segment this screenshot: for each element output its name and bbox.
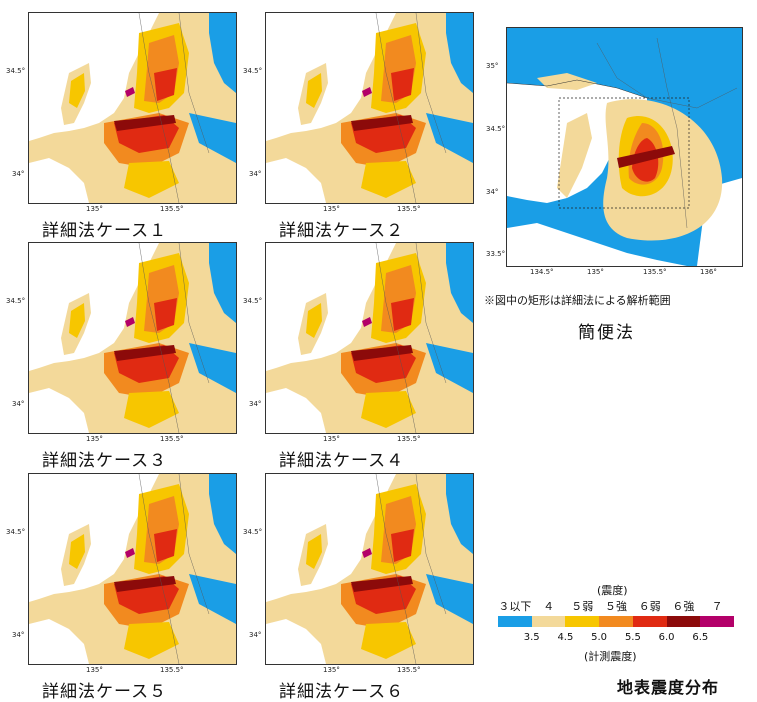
detail-map-2-xtick: 135.5° <box>397 205 421 213</box>
detail-map-5-xtick: 135.5° <box>160 666 184 674</box>
legend-threshold: 3.5 <box>523 632 540 643</box>
legend-threshold: 5.0 <box>591 632 608 643</box>
legend-swatch <box>599 616 633 627</box>
legend-swatch <box>565 616 600 627</box>
detail-map-1-ytick: 34° <box>12 170 25 178</box>
legend-swatch <box>498 616 532 627</box>
detail-map-3-ytick: 34.5° <box>6 297 26 305</box>
detail-map-6-caption: 詳細法ケース６ <box>279 682 405 702</box>
legend-intensity-title: (震度) <box>597 584 628 597</box>
detail-map-5-ytick: 34° <box>12 631 25 639</box>
simple-map-ytick: 34.5° <box>486 125 506 133</box>
legend-swatch <box>531 616 566 627</box>
simple-map-xtick: 135° <box>587 268 604 276</box>
detail-map-2-caption: 詳細法ケース２ <box>279 221 405 241</box>
detail-map-5 <box>28 473 237 665</box>
detail-map-1-xtick: 135.5° <box>160 205 184 213</box>
detail-map-2-ytick: 34.5° <box>243 67 263 75</box>
detail-map-4-ytick: 34.5° <box>243 297 263 305</box>
simple-method-caption: 簡便法 <box>578 323 635 343</box>
detail-map-6-ytick: 34° <box>249 631 262 639</box>
legend-swatch <box>700 616 734 627</box>
detail-map-2-xtick: 135° <box>323 205 340 213</box>
detail-map-5-ytick: 34.5° <box>6 528 26 536</box>
simple-map-xtick: 134.5° <box>530 268 554 276</box>
legend-class-label: ３以下 <box>498 600 532 613</box>
legend-class-label: ７ <box>711 600 723 613</box>
legend-threshold: 5.5 <box>624 632 641 643</box>
legend-class-label: ５弱 <box>571 600 594 613</box>
detail-map-1-xtick: 135° <box>86 205 103 213</box>
detail-map-1-ytick: 34.5° <box>6 67 26 75</box>
legend-swatch <box>632 616 667 627</box>
detail-map-1 <box>28 12 237 204</box>
legend-class-label: ５強 <box>605 600 627 613</box>
detail-map-4-xtick: 135.5° <box>397 435 421 443</box>
legend-color-bar <box>498 616 734 627</box>
detail-map-3-ytick: 34° <box>12 400 25 408</box>
legend-threshold: 4.5 <box>557 632 574 643</box>
legend-measured-title: (計測震度) <box>584 650 637 663</box>
detail-map-6-xtick: 135° <box>323 666 340 674</box>
detail-map-4-ytick: 34° <box>249 400 262 408</box>
analysis-range-note: ※図中の矩形は詳細法による解析範囲 <box>484 294 671 307</box>
simple-map-ytick: 34° <box>486 188 499 196</box>
detail-map-3-caption: 詳細法ケース３ <box>42 451 168 471</box>
detail-map-4-caption: 詳細法ケース４ <box>279 451 405 471</box>
detail-map-3-xtick: 135.5° <box>160 435 184 443</box>
legend-threshold: 6.5 <box>692 632 709 643</box>
detail-map-5-caption: 詳細法ケース５ <box>42 682 168 702</box>
simple-map-xtick: 136° <box>700 268 717 276</box>
detail-map-2-ytick: 34° <box>249 170 262 178</box>
legend-class-label: ６強 <box>672 600 695 613</box>
detail-map-3 <box>28 242 237 434</box>
detail-map-4-xtick: 135° <box>323 435 340 443</box>
simple-map-ytick: 33.5° <box>486 250 506 258</box>
detail-map-5-xtick: 135° <box>86 666 103 674</box>
figure-title: 地表震度分布 <box>617 678 720 697</box>
detail-map-6 <box>265 473 474 665</box>
simple-method-map <box>506 27 743 267</box>
legend-threshold: 6.0 <box>658 632 675 643</box>
legend-swatch <box>666 616 701 627</box>
detail-map-6-ytick: 34.5° <box>243 528 263 536</box>
detail-map-2 <box>265 12 474 204</box>
simple-map-ytick: 35° <box>486 62 499 70</box>
detail-map-6-xtick: 135.5° <box>397 666 421 674</box>
simple-map-xtick: 135.5° <box>643 268 667 276</box>
detail-map-3-xtick: 135° <box>86 435 103 443</box>
detail-map-4 <box>265 242 474 434</box>
detail-map-1-caption: 詳細法ケース１ <box>42 221 168 241</box>
legend-class-label: ４ <box>543 600 555 613</box>
legend-class-label: ６弱 <box>638 600 661 613</box>
